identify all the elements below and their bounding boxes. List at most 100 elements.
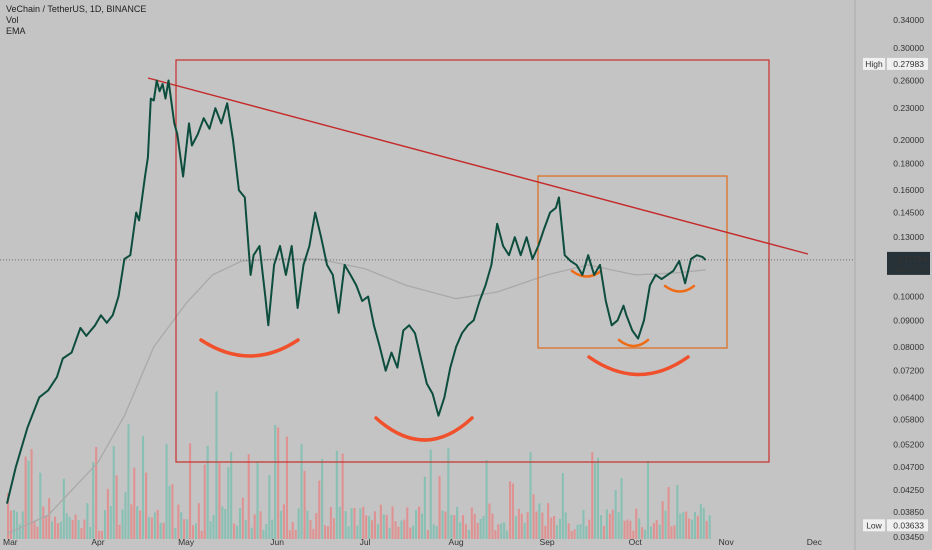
- volume-bar: [385, 515, 388, 539]
- volume-bar: [611, 509, 614, 539]
- volume-bar: [338, 506, 341, 539]
- volume-bar: [9, 510, 12, 539]
- volume-bar: [693, 512, 696, 539]
- volume-bar: [541, 512, 544, 539]
- y-tick-label: 0.03450: [893, 532, 924, 542]
- volume-bar: [24, 456, 27, 539]
- low-tag: [863, 519, 885, 532]
- volume-bar: [526, 512, 529, 539]
- volume-bar: [605, 509, 608, 539]
- volume-bar: [356, 525, 359, 539]
- y-axis[interactable]: 0.34000 0.30000 0.26000 0.23000 0.20000 0.180…: [854, 0, 930, 550]
- volume-bar: [708, 515, 711, 539]
- volume-bar: [109, 506, 112, 539]
- y-tick-label: 0.05200: [893, 439, 924, 449]
- volume-bar: [200, 530, 203, 539]
- volume-bar: [602, 525, 605, 539]
- volume-bar: [400, 520, 403, 539]
- volume-bar: [459, 522, 462, 539]
- x-tick-label: Jun: [270, 537, 284, 547]
- volume-bar: [691, 519, 694, 539]
- volume-bar: [45, 515, 48, 539]
- volume-bar: [679, 513, 682, 539]
- small-annotation-box: [537, 175, 728, 349]
- volume-bar: [124, 492, 127, 539]
- price-line: [6, 79, 707, 504]
- x-tick-label: Aug: [449, 537, 464, 547]
- volume-bar: [435, 525, 438, 539]
- volume-bar: [212, 515, 215, 539]
- y-tick-label: 0.10000: [893, 292, 924, 302]
- volume-bar: [450, 515, 453, 539]
- volume-bar: [315, 513, 318, 539]
- volume-bar: [186, 519, 189, 539]
- volume-bar: [511, 483, 514, 539]
- volume-bar: [36, 526, 39, 539]
- volume-bar: [89, 527, 92, 539]
- volume-bar: [638, 518, 641, 539]
- volume-bar: [236, 525, 239, 539]
- big-annotation-box: [175, 59, 770, 463]
- legend-vol[interactable]: Vol: [6, 15, 19, 25]
- volume-bar: [218, 463, 221, 539]
- volume-bar: [473, 513, 476, 539]
- volume-bar: [300, 443, 303, 539]
- volume-bar: [561, 473, 564, 539]
- ema-line: [6, 258, 706, 535]
- volume-bar: [324, 525, 327, 539]
- volume-bar: [318, 480, 321, 539]
- volume-bar: [297, 508, 300, 539]
- volume-bar: [59, 521, 62, 539]
- volume-bar: [506, 530, 509, 539]
- volume-bar: [130, 504, 133, 539]
- volume-bar: [274, 425, 277, 539]
- volume-bar: [159, 522, 162, 539]
- volume-bar: [670, 526, 673, 539]
- volume-bar: [623, 520, 626, 539]
- volume-bar: [429, 449, 432, 539]
- volume-bar: [544, 525, 547, 539]
- smile-arc: [374, 416, 474, 442]
- volume-bar: [335, 450, 338, 539]
- volume-bar: [230, 452, 233, 539]
- smile-arc: [587, 355, 690, 377]
- volume-bar: [359, 508, 362, 539]
- volume-bar: [306, 510, 309, 539]
- volume-bar: [688, 518, 691, 539]
- volume-bar: [256, 461, 259, 539]
- volume-bar: [321, 458, 324, 539]
- volume-bar: [702, 507, 705, 539]
- volume-bar: [74, 514, 77, 539]
- volume-bar: [553, 515, 556, 539]
- legend-ema[interactable]: EMA: [6, 26, 26, 36]
- volume-bar: [664, 510, 667, 539]
- volume-bar: [432, 524, 435, 539]
- volume-bar: [341, 453, 344, 539]
- volume-bar: [532, 494, 535, 539]
- volume-bar: [403, 519, 406, 539]
- volume-bar: [215, 391, 218, 539]
- volume-bar: [71, 519, 74, 539]
- x-axis[interactable]: Mar Apr May Jun Jul Aug Sep Oct Nov Dec: [3, 537, 823, 547]
- volume-bar: [705, 520, 708, 539]
- legend-title[interactable]: VeChain / TetherUS, 1D, BINANCE: [6, 4, 147, 14]
- volume-bar: [27, 460, 30, 539]
- volume-bar: [644, 529, 647, 539]
- volume-bar: [115, 475, 118, 539]
- volume-bar: [523, 522, 526, 539]
- volume-bar: [262, 529, 265, 539]
- volume-bar: [632, 530, 635, 539]
- volume-bar: [142, 435, 145, 539]
- volume-bar: [12, 509, 15, 539]
- y-tick-label: 0.30000: [893, 43, 924, 53]
- volume-bar: [558, 518, 561, 539]
- volume-bar: [221, 506, 224, 539]
- volume-bar: [265, 524, 268, 539]
- x-tick-label: Sep: [540, 537, 555, 547]
- y-tick-label: 0.34000: [893, 15, 924, 25]
- x-tick-label: Dec: [807, 537, 823, 547]
- volume-bar: [585, 526, 588, 539]
- volume-bar: [118, 524, 121, 539]
- volume-bar: [253, 514, 256, 539]
